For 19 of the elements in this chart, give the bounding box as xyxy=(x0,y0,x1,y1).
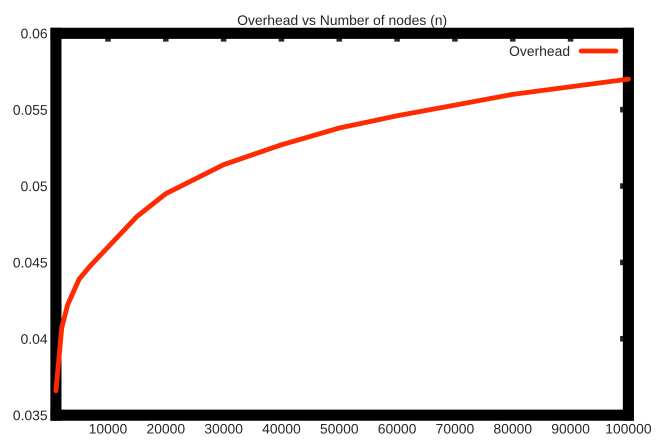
line-series xyxy=(54,76,631,394)
x-tick-label: 70000 xyxy=(436,424,474,434)
y-tick-label: 0.05 xyxy=(21,181,48,192)
y-tick-label: 0.045 xyxy=(13,258,48,268)
x-tick-label: 40000 xyxy=(262,424,300,434)
y-tick-label: 0.055 xyxy=(13,105,48,115)
x-tick-label: 60000 xyxy=(378,424,416,434)
legend-label: Overhead xyxy=(510,46,570,56)
x-tick-label: 80000 xyxy=(494,424,532,434)
x-tick-label: 50000 xyxy=(320,424,358,434)
y-tick-label: 0.035 xyxy=(13,410,48,420)
x-tick-label: 100000 xyxy=(606,424,652,434)
x-tick-label: 30000 xyxy=(204,424,242,434)
chart-title: Overhead vs Number of nodes (n) xyxy=(238,14,446,28)
x-tick-label: 20000 xyxy=(147,424,185,434)
y-tick-label: 0.06 xyxy=(21,28,47,38)
x-tick-label: 10000 xyxy=(90,424,127,434)
y-tick-label: 0.04 xyxy=(21,334,48,344)
x-tick-label: 90000 xyxy=(552,424,590,434)
